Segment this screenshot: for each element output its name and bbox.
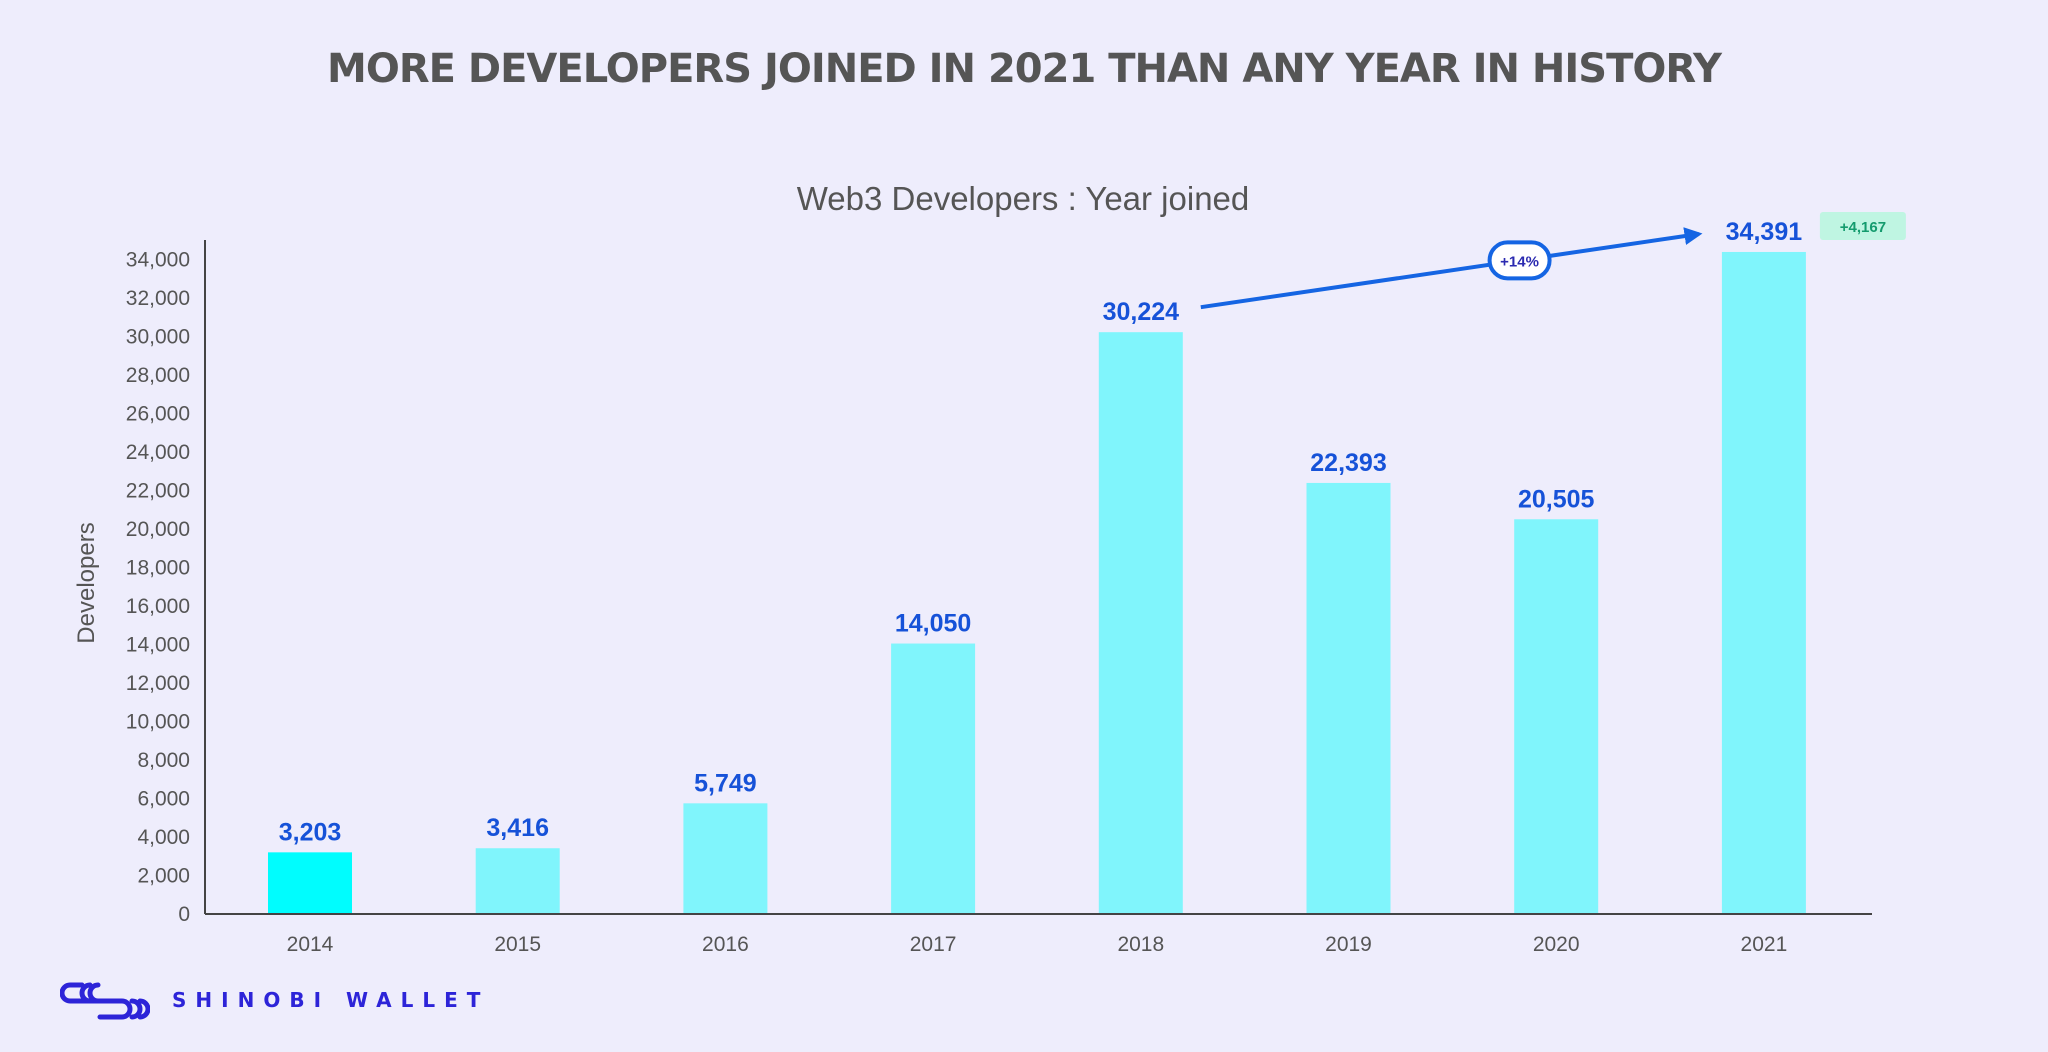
data-label-2014: 3,203 xyxy=(279,818,342,846)
y-tick-label: 20,000 xyxy=(126,518,190,541)
increase-badge xyxy=(1819,211,1906,240)
chart-title: Web3 Developers : Year joined xyxy=(797,180,1250,217)
x-tick-label-2018: 2018 xyxy=(1117,933,1164,956)
y-tick-label: 24,000 xyxy=(126,441,190,464)
bar-2021 xyxy=(1721,251,1806,914)
y-tick-label: 8,000 xyxy=(137,749,190,772)
data-label-2019: 22,393 xyxy=(1310,449,1386,477)
y-tick-label: 14,000 xyxy=(126,634,190,657)
x-tick-label-2021: 2021 xyxy=(1741,933,1788,956)
data-label-2017: 14,050 xyxy=(895,610,971,638)
y-axis-label: Developers xyxy=(73,522,100,643)
data-label-2018: 30,224 xyxy=(1103,298,1180,326)
data-label-2020: 20,505 xyxy=(1518,485,1595,513)
data-label-2016: 5,749 xyxy=(694,769,757,797)
bar-2019 xyxy=(1306,482,1391,914)
y-tick-label: 12,000 xyxy=(126,672,190,695)
bar-2020 xyxy=(1514,519,1599,914)
bar-2017 xyxy=(891,643,976,914)
growth-percent-pill xyxy=(1487,240,1552,281)
bar-2014 xyxy=(268,852,352,914)
y-tick-label: 26,000 xyxy=(126,403,190,426)
y-tick-label: 16,000 xyxy=(126,595,190,618)
brand: SHINOBI WALLET xyxy=(60,980,489,1020)
y-tick-label: 2,000 xyxy=(137,865,190,888)
increase-badge-label: +4,167 xyxy=(1840,219,1886,236)
bar-2015 xyxy=(475,848,560,914)
growth-percent-label: +14% xyxy=(1500,253,1539,270)
y-tick-label: 34,000 xyxy=(126,249,190,272)
x-tick-label-2015: 2015 xyxy=(494,933,541,956)
y-tick-label: 18,000 xyxy=(126,557,190,580)
y-tick-label: 10,000 xyxy=(126,711,190,734)
y-tick-label: 4,000 xyxy=(137,826,190,849)
x-tick-label-2014: 2014 xyxy=(287,933,334,956)
y-tick-label: 6,000 xyxy=(137,788,190,811)
y-tick-label: 32,000 xyxy=(126,287,190,310)
data-label-2015: 3,416 xyxy=(486,814,549,842)
data-label-2021: 34,391 xyxy=(1726,218,1803,246)
bar-2016 xyxy=(683,803,768,914)
x-tick-label-2016: 2016 xyxy=(702,933,749,956)
headline: MORE DEVELOPERS JOINED IN 2021 THAN ANY … xyxy=(327,46,1722,92)
x-tick-label-2017: 2017 xyxy=(910,933,957,956)
y-tick-label: 28,000 xyxy=(126,364,190,387)
x-tick-label-2019: 2019 xyxy=(1325,933,1372,956)
brand-name: SHINOBI WALLET xyxy=(172,988,490,1012)
x-tick-label-2020: 2020 xyxy=(1533,933,1580,956)
shinobi-logo-icon xyxy=(60,982,150,1020)
growth-arrow xyxy=(1200,227,1703,310)
y-tick-label: 0 xyxy=(178,903,190,926)
y-tick-label: 30,000 xyxy=(126,326,190,349)
bar-2018 xyxy=(1098,332,1183,914)
y-tick-label: 22,000 xyxy=(126,480,190,503)
